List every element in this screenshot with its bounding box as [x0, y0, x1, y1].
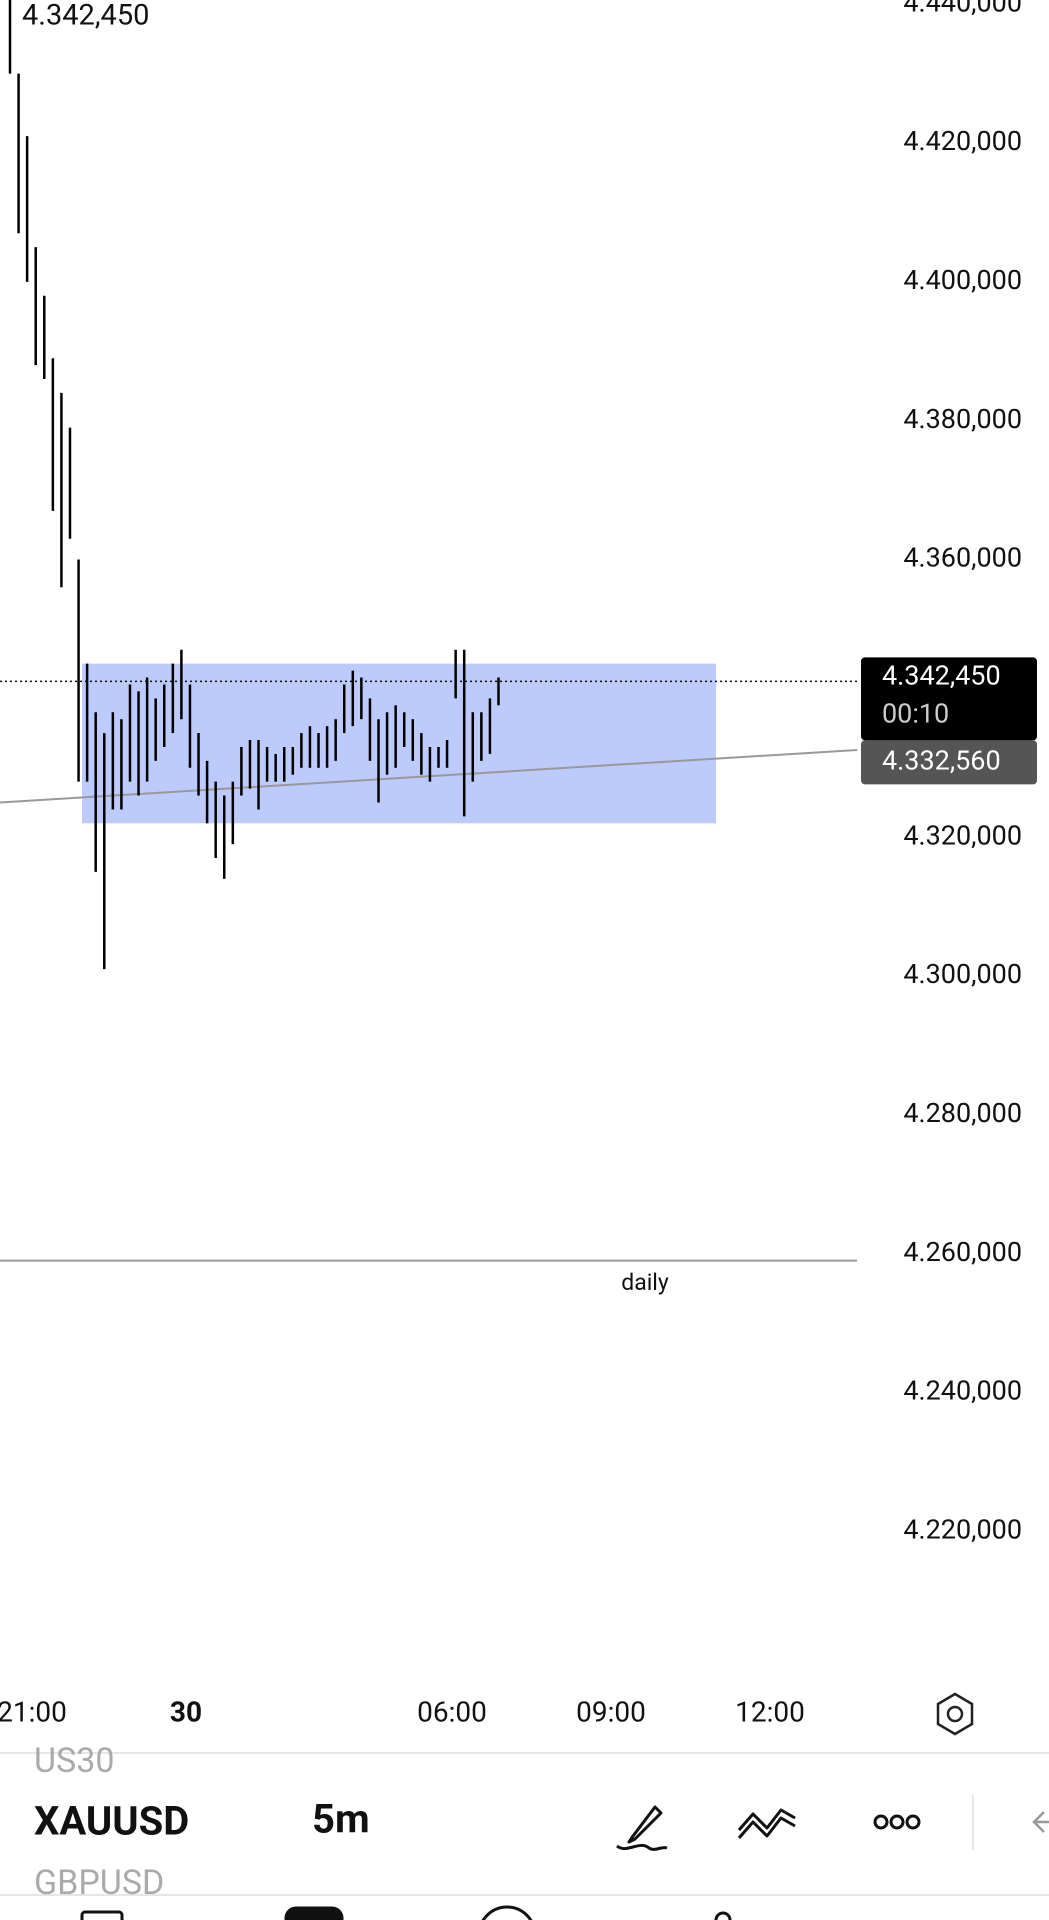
nav-icon[interactable]	[714, 1911, 732, 1920]
y-tick-label: 4.440,000	[903, 0, 1022, 18]
nav-icon[interactable]	[80, 1910, 124, 1920]
nav-icon[interactable]	[284, 1906, 344, 1920]
timeframe[interactable]: 5m	[312, 1796, 370, 1843]
line-label: daily	[621, 1269, 669, 1296]
symbol[interactable]: US30	[34, 1741, 114, 1781]
last-price-label: 4.342,450	[882, 659, 1001, 691]
last-price-badge	[861, 657, 1037, 741]
x-tick-label: 21:00	[0, 1695, 67, 1728]
bottom-nav	[80, 1905, 732, 1920]
range-zone[interactable]	[82, 663, 716, 824]
x-tick-label: 12:00	[735, 1695, 805, 1728]
symbol[interactable]: GBPUSD	[34, 1863, 164, 1903]
y-tick-label: 4.360,000	[903, 542, 1022, 574]
trend-line[interactable]	[0, 749, 858, 804]
trendline-label: 4.332,560	[882, 744, 1001, 776]
y-tick-label: 4.280,000	[903, 1097, 1022, 1129]
collapse-icon[interactable]	[1032, 1811, 1049, 1833]
y-tick-label: 4.240,000	[903, 1375, 1022, 1407]
x-tick-label: 09:00	[576, 1695, 646, 1728]
y-tick-label: 4.220,000	[903, 1514, 1022, 1546]
indicator-icon[interactable]	[737, 1808, 796, 1839]
more-icon[interactable]	[873, 1814, 921, 1830]
symbol[interactable]: XAUUSD	[34, 1798, 189, 1845]
nav-icon[interactable]	[479, 1905, 535, 1920]
plot-area: daily 4.440,000 4.420,000 4.400,000 4.380,00…	[0, 0, 1037, 1728]
y-tick-label: 4.420,000	[903, 125, 1022, 157]
top-price-label: 4.342,450	[22, 0, 149, 33]
x-tick-label: 06:00	[417, 1695, 487, 1728]
settings-icon[interactable]	[936, 1692, 974, 1736]
y-tick-label: 4.320,000	[903, 819, 1022, 851]
x-tick-label: 30	[170, 1695, 202, 1728]
countdown: 00:10	[882, 697, 949, 729]
trendline-badge	[861, 740, 1037, 785]
y-tick-label: 4.260,000	[903, 1236, 1022, 1268]
y-tick-label: 4.300,000	[903, 958, 1022, 990]
y-tick-label: 4.380,000	[903, 403, 1022, 435]
y-tick-label: 4.400,000	[903, 264, 1022, 296]
draw-icon[interactable]	[616, 1805, 668, 1851]
